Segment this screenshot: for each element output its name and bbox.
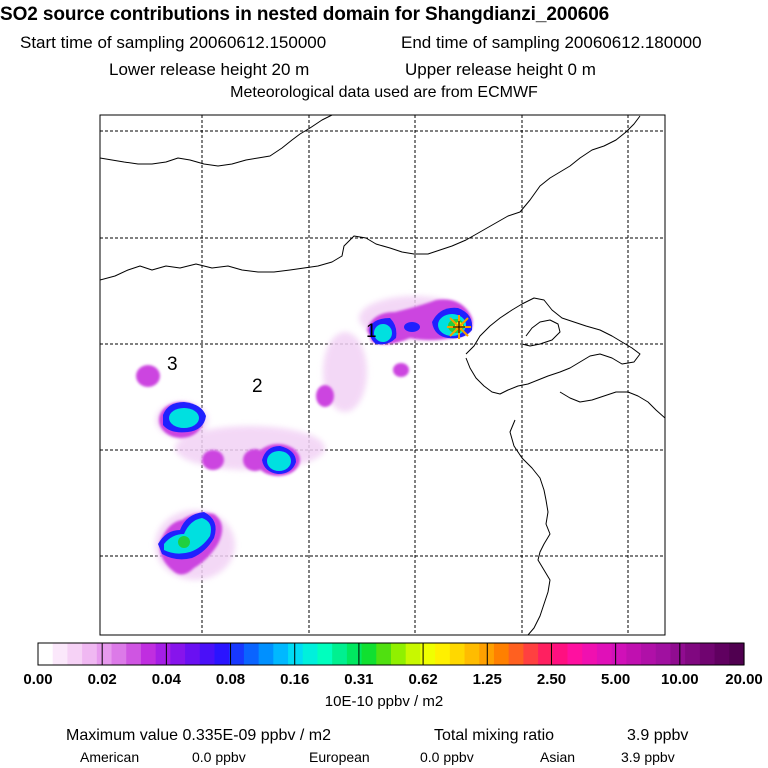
colorbar-label: 0.02 <box>87 671 117 688</box>
map-frame <box>99 114 666 636</box>
asian-label: Asian <box>540 749 576 765</box>
start-time-label: Start time of sampling 20060612.150000 <box>20 33 327 52</box>
colorbar-frame <box>37 642 745 666</box>
colorbar-swatch <box>493 643 510 665</box>
colorbar-swatch <box>655 643 672 665</box>
colorbar-swatch <box>155 643 171 665</box>
colorbar-swatch <box>405 643 422 665</box>
asian-value: 3.9 ppbv <box>621 749 675 765</box>
european-label: European <box>309 749 370 765</box>
colorbar-swatch <box>185 643 201 665</box>
colorbar-swatch <box>317 643 333 665</box>
total-mixing-ratio-label: Total mixing ratio <box>434 727 555 744</box>
colorbar-label: 0.00 <box>23 671 53 688</box>
colorbar-swatch <box>523 643 539 665</box>
colorbar-swatch <box>626 643 642 665</box>
colorbar-swatch <box>126 643 142 665</box>
colorbar-swatch <box>214 643 230 665</box>
country-borders <box>100 115 665 635</box>
colorbar-swatch <box>38 643 54 665</box>
colorbar-units: 10E-10 ppbv / m2 <box>324 693 444 710</box>
colorbar-swatch <box>391 643 407 665</box>
colorbar-swatch <box>611 643 627 665</box>
colorbar-label: 0.31 <box>344 671 374 688</box>
colorbar-swatch <box>140 643 157 665</box>
colorbar-label: 1.25 <box>472 671 502 688</box>
colorbar-swatch <box>420 643 436 665</box>
colorbar-label: 0.08 <box>215 671 246 688</box>
colorbar-swatch <box>567 643 583 665</box>
european-value: 0.0 ppbv <box>420 749 474 765</box>
colorbar-swatch <box>346 643 363 665</box>
colorbar-swatch <box>685 643 701 665</box>
colorbar-swatch <box>435 643 451 665</box>
colorbar-swatch <box>288 643 304 665</box>
region-label-2: 2 <box>252 376 263 397</box>
end-time-label: End time of sampling 20060612.180000 <box>401 33 702 52</box>
map-plot-area: 1 2 3 <box>100 115 665 635</box>
colorbar-swatch <box>229 643 245 665</box>
colorbar-swatch <box>552 643 569 665</box>
total-mixing-ratio-value: 3.9 ppbv <box>627 727 689 744</box>
upper-release-height-label: Upper release height 0 m <box>405 60 596 79</box>
colorbar-swatch <box>582 643 598 665</box>
colorbar-swatch <box>273 643 289 665</box>
colorbar-swatch <box>641 643 657 665</box>
colorbar-swatch <box>67 643 83 665</box>
colorbar-swatch <box>332 643 348 665</box>
colorbar-swatch <box>96 643 113 665</box>
map-title: SO2 source contributions in nested domai… <box>0 4 610 25</box>
colorbar-swatch <box>111 643 127 665</box>
colorbar-label: 0.16 <box>280 671 310 688</box>
colorbar-swatch <box>699 643 716 665</box>
concentration-plume <box>136 296 473 580</box>
colorbar-label: 0.04 <box>151 671 181 688</box>
colorbar-swatch <box>376 643 392 665</box>
colorbar-label: 0.62 <box>408 671 438 688</box>
colorbar-swatch <box>729 643 745 665</box>
region-label-1: 1 <box>366 321 377 342</box>
colorbar-label: 20.00 <box>725 671 763 688</box>
colorbar-swatch <box>508 643 524 665</box>
colorbar-swatch <box>258 643 274 665</box>
maximum-value-label: Maximum value 0.335E-09 ppbv / m2 <box>66 727 332 744</box>
colorbar-swatch <box>714 643 730 665</box>
colorbar-label: 10.00 <box>661 671 699 688</box>
colorbar-swatch <box>243 643 260 665</box>
colorbar-label: 2.50 <box>536 671 567 688</box>
colorbar-swatch <box>538 643 554 665</box>
colorbar-swatch <box>302 643 319 665</box>
colorbar-swatch <box>170 643 186 665</box>
colorbar-swatch <box>670 643 686 665</box>
colorbar-swatch <box>199 643 216 665</box>
colorbar-swatch <box>82 643 98 665</box>
region-label-3: 3 <box>167 354 178 375</box>
colorbar-label: 5.00 <box>601 671 631 688</box>
colorbar-swatch <box>596 643 613 665</box>
american-value: 0.0 ppbv <box>192 749 246 765</box>
meteorological-data-label: Meteorological data used are from ECMWF <box>230 84 538 101</box>
colorbar-swatch <box>464 643 480 665</box>
colorbar-swatch <box>361 643 377 665</box>
american-label: American <box>80 749 140 765</box>
colorbar <box>37 642 745 666</box>
colorbar-swatch <box>52 643 69 665</box>
receptor-star-icon <box>447 315 471 339</box>
lower-release-height-label: Lower release height 20 m <box>109 60 310 79</box>
colorbar-swatch <box>449 643 466 665</box>
